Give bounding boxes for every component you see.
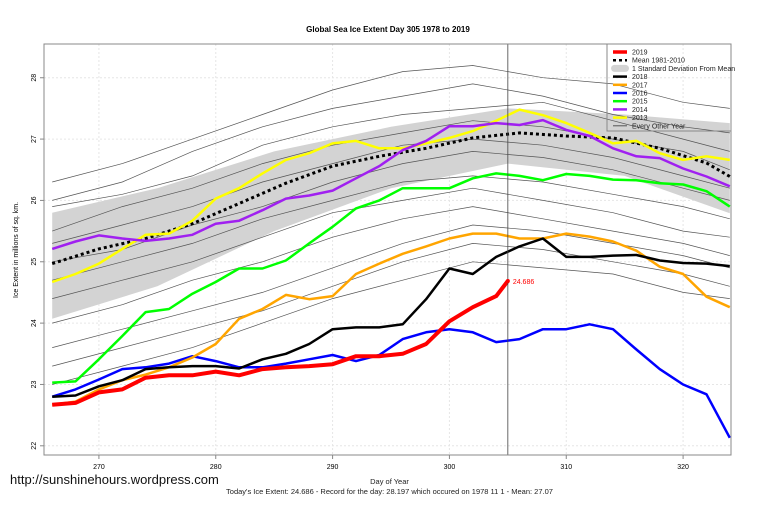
y-tick-label: 27 — [31, 135, 38, 143]
x-tick-label: 290 — [327, 464, 339, 470]
x-axis-label: Day of Year — [370, 477, 409, 486]
other-year-line — [52, 224, 730, 348]
legend-label: 2019 — [632, 50, 648, 57]
legend-label: Mean 1981-2010 — [632, 58, 685, 65]
x-tick-label: 280 — [210, 464, 222, 470]
other-year-line — [52, 261, 730, 385]
series-line-2019 — [52, 279, 510, 407]
series-line-2018 — [52, 237, 730, 398]
legend-label: 2018 — [632, 74, 648, 81]
series-line-2014 — [51, 118, 731, 251]
legend-swatch — [611, 64, 629, 72]
x-tick-label: 310 — [560, 464, 572, 470]
other-year-line — [52, 101, 730, 207]
footer-stats: Today's Ice Extent: 24.686 - Record for … — [226, 487, 553, 496]
sd-band — [52, 108, 730, 319]
y-axis-label: Ice Extent in millions of sq. km. — [13, 202, 20, 298]
legend-label: 1 Standard Deviation From Mean — [632, 66, 735, 73]
other-year-line — [52, 120, 730, 232]
x-tick-label: 300 — [444, 464, 456, 470]
y-tick-label: 22 — [31, 442, 38, 450]
y-tick-label: 28 — [31, 74, 38, 82]
other-year-line — [52, 206, 730, 324]
legend-label: 2013 — [632, 115, 648, 122]
legend-label: 2014 — [632, 107, 648, 114]
series-line-2013 — [51, 108, 730, 284]
chart-title: Global Sea Ice Extent Day 305 1978 to 20… — [306, 25, 470, 34]
other-year-line — [52, 175, 730, 281]
series-line-2016 — [51, 323, 731, 439]
y-tick-label: 24 — [31, 319, 38, 327]
other-year-line — [52, 138, 730, 244]
legend-label: 2017 — [632, 82, 648, 89]
other-year-line — [52, 83, 730, 201]
legend-label: 2016 — [632, 91, 648, 98]
mean-line — [51, 131, 731, 266]
x-tick-label: 270 — [93, 464, 105, 470]
other-year-line — [52, 187, 730, 299]
x-tick-label: 320 — [677, 464, 689, 470]
legend-label: Every Other Year — [632, 123, 686, 130]
y-tick-label: 26 — [31, 196, 38, 204]
current-value-label: 24.686 — [513, 279, 535, 286]
watermark-url: http://sunshinehours.wordpress.com — [10, 472, 219, 487]
other-year-line — [52, 243, 730, 367]
plot-frame — [43, 43, 732, 456]
legend-label: 2015 — [632, 99, 648, 106]
legend-box — [606, 43, 732, 132]
sea-ice-chart: Global Sea Ice Extent Day 305 1978 to 20… — [13, 25, 735, 470]
y-tick-label: 25 — [31, 258, 38, 266]
series-line-2015 — [52, 172, 731, 384]
other-year-line — [52, 65, 730, 183]
current-point — [505, 279, 510, 284]
y-tick-label: 23 — [31, 380, 38, 388]
